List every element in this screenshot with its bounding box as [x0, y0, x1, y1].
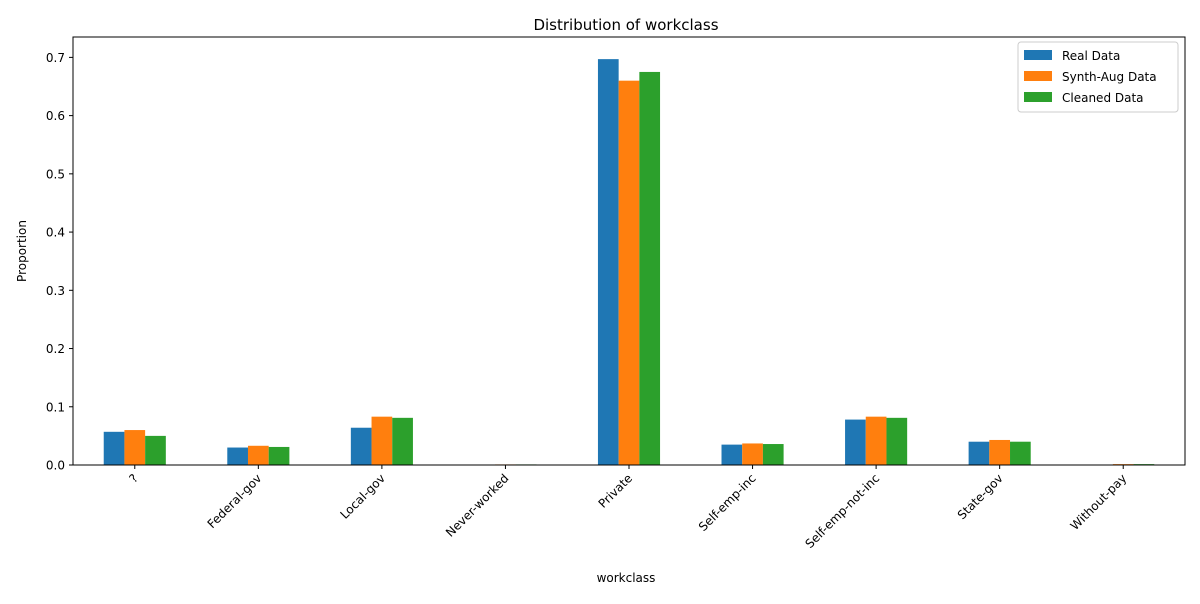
bar [145, 436, 166, 465]
y-tick-label: 0.3 [46, 284, 65, 298]
bar [619, 81, 640, 465]
bar [763, 444, 784, 465]
y-tick-label: 0.4 [46, 226, 65, 240]
bar [104, 432, 125, 465]
bar [248, 446, 269, 465]
bar [1010, 442, 1031, 465]
bar [886, 418, 907, 465]
bar [989, 440, 1010, 465]
y-tick-label: 0.1 [46, 400, 65, 414]
x-axis-label: workclass [597, 571, 656, 585]
y-tick-label: 0.0 [46, 459, 65, 473]
legend-label: Cleaned Data [1062, 91, 1144, 105]
bar [742, 443, 763, 465]
bar [866, 417, 887, 465]
bar [351, 428, 372, 465]
y-tick-label: 0.6 [46, 109, 65, 123]
y-tick-label: 0.7 [46, 51, 65, 65]
bar [124, 430, 145, 465]
bar [598, 59, 619, 465]
bar [372, 417, 393, 465]
bar [722, 445, 743, 465]
bar [639, 72, 660, 465]
bar [269, 447, 290, 465]
bar [969, 442, 990, 465]
bar [845, 420, 866, 465]
legend-swatch [1024, 50, 1052, 60]
bar [392, 418, 413, 465]
y-axis-label: Proportion [15, 220, 29, 282]
chart-title: Distribution of workclass [533, 16, 718, 34]
legend-label: Synth-Aug Data [1062, 70, 1157, 84]
y-tick-label: 0.5 [46, 167, 65, 181]
legend-label: Real Data [1062, 49, 1120, 63]
bar [227, 448, 248, 465]
legend-swatch [1024, 71, 1052, 81]
y-tick-label: 0.2 [46, 342, 65, 356]
legend: Real Data Synth-Aug Data Cleaned Data [1018, 42, 1178, 112]
legend-swatch [1024, 92, 1052, 102]
